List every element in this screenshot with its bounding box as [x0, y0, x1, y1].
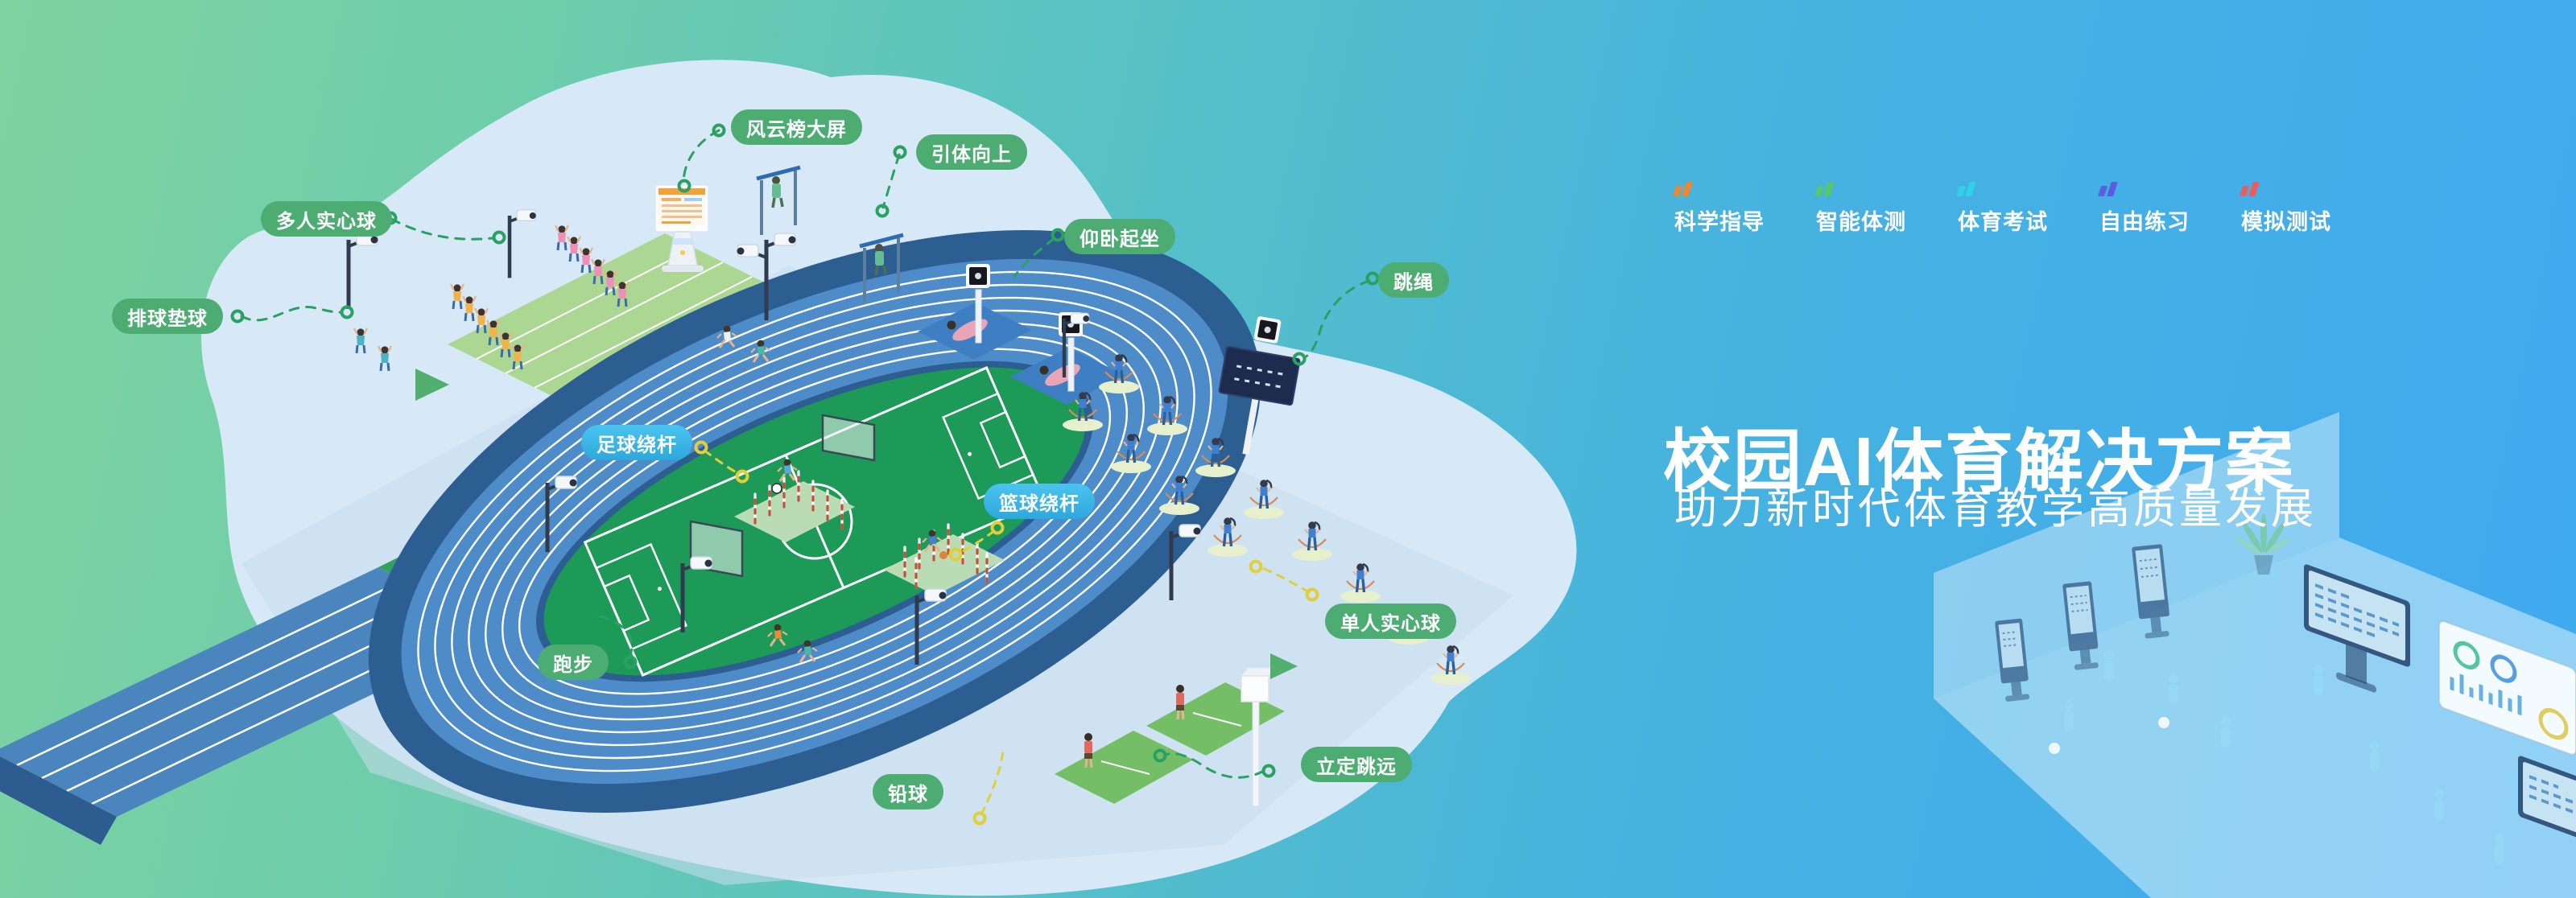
scene-label-pill: 立定跳远	[1301, 747, 1412, 782]
triangle-decoration	[1270, 653, 1298, 679]
scene-label-pill: 仰卧起坐	[1064, 219, 1175, 254]
double-slash-icon	[1814, 180, 1906, 196]
scene-label-pill: 跳绳	[1378, 262, 1449, 298]
nav-item-4[interactable]: 自由练习	[2097, 180, 2190, 236]
triangle-decoration	[415, 369, 449, 401]
soccer-player	[771, 458, 799, 494]
throw-training-mat	[448, 233, 811, 417]
nav-item-label: 模拟测试	[2241, 210, 2331, 234]
nav-item-3[interactable]: 体育考试	[1955, 180, 2048, 236]
training-room-illustration	[1934, 412, 2576, 898]
athlete-figure	[1084, 733, 1093, 768]
nav-item-label: 智能体测	[1816, 210, 1906, 234]
scene-label-pill: 单人实心球	[1325, 603, 1456, 639]
room-people	[2049, 650, 2504, 864]
nav-item-1[interactable]: 科学指导	[1672, 180, 1765, 236]
nav-item-label: 自由练习	[2099, 210, 2190, 234]
page-title: 校园AI体育解决方案	[1663, 423, 2296, 500]
scene-label-pill: 风云榜大屏	[731, 109, 862, 145]
leaderboard-kiosk	[654, 184, 709, 272]
scene-label-pill: 铅球	[873, 774, 943, 809]
feature-nav: 科学指导 智能体测 体育考试 自由练习 模拟测试	[1672, 180, 2331, 236]
scene-label-pill: 跑步	[538, 645, 609, 680]
nav-item-2[interactable]: 智能体测	[1814, 180, 1906, 236]
scene-label-pill: 引体向上	[916, 134, 1027, 170]
scene-label-pill: 篮球绕杆	[984, 484, 1095, 519]
wall-screen	[2304, 564, 2576, 847]
potted-plant	[2235, 513, 2292, 575]
basketball-player	[921, 529, 947, 559]
pull-up-station	[756, 165, 801, 235]
double-slash-icon	[2097, 180, 2190, 196]
athlete-figure	[1176, 685, 1185, 720]
pull-up-station	[859, 233, 904, 303]
nav-item-label: 科学指导	[1674, 210, 1765, 234]
label-connectors	[230, 123, 1380, 826]
scene-label-pill: 排球垫球	[112, 299, 223, 334]
double-slash-icon	[1672, 180, 1765, 196]
scoreboard	[1218, 316, 1301, 455]
scene-label-pill: 足球绕杆	[581, 425, 692, 460]
double-slash-icon	[2239, 180, 2331, 196]
scene-label-pill: 多人实心球	[261, 201, 392, 237]
page-subtitle: 助力新时代体育教学高质量发展	[1674, 485, 2317, 533]
double-slash-icon	[1955, 180, 2048, 196]
nav-item-5[interactable]: 模拟测试	[2239, 180, 2331, 236]
screen-kiosk	[1995, 544, 2169, 702]
nav-item-label: 体育考试	[1958, 210, 2048, 234]
